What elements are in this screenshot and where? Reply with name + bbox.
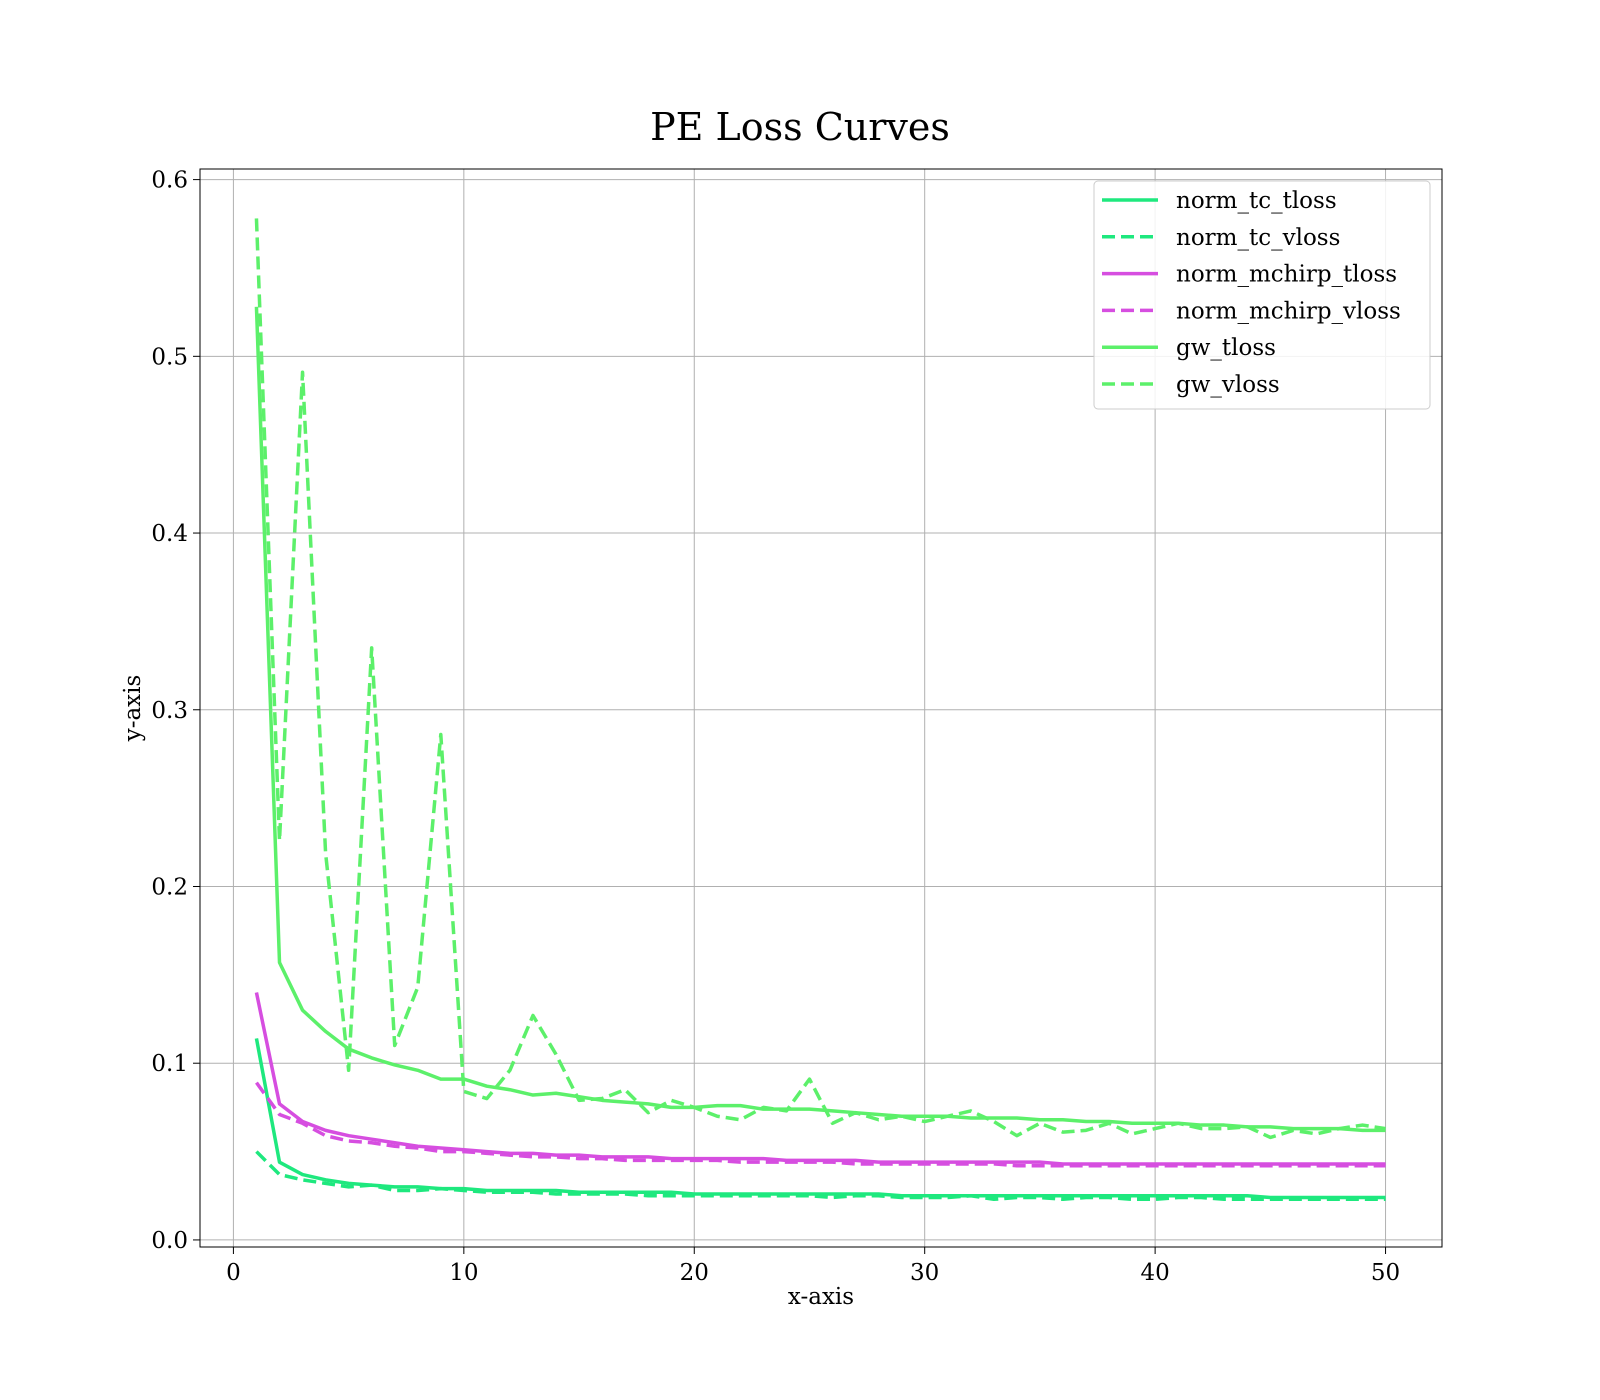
y-tick-label: 0.2 [151, 874, 188, 900]
x-tick-label: 10 [449, 1260, 478, 1286]
y-tick-label: 0.3 [151, 698, 188, 724]
series-line-gw-vloss [254, 218, 1386, 1140]
y-axis-label: y-axis [120, 675, 146, 743]
series-line-gw-tloss [254, 306, 1386, 1133]
x-tick-label: 50 [1371, 1260, 1400, 1286]
axis-ticks: 0 10 20 30 40 50 0.0 0.1 0.2 0.3 0.4 0.5 0.6 [151, 168, 1400, 1286]
x-tick-label: 30 [910, 1260, 939, 1286]
legend: norm_tc_tloss norm_tc_vloss norm_mchirp_tl… [1093, 180, 1431, 410]
legend-label: norm_mchirp_vloss [1176, 298, 1401, 324]
y-tick-label: 0.5 [151, 344, 188, 370]
x-axis-label: x-axis [788, 1284, 854, 1310]
legend-box [1093, 180, 1431, 410]
y-tick-label: 0.1 [151, 1051, 188, 1077]
x-tick-label: 0 [226, 1260, 241, 1286]
x-tick-label: 20 [680, 1260, 709, 1286]
legend-label: norm_tc_vloss [1176, 225, 1340, 251]
legend-label: gw_tloss [1176, 335, 1276, 361]
y-tick-label: 0.6 [151, 168, 188, 194]
series-line-norm-tc-tloss [254, 1038, 1386, 1200]
legend-label: norm_mchirp_tloss [1176, 262, 1397, 288]
plot-frame [199, 168, 1443, 1248]
series-line-norm-mchirp-tloss [254, 992, 1386, 1166]
x-tick-label: 40 [1140, 1260, 1169, 1286]
series-lines [254, 218, 1386, 1202]
series-line-norm-tc-vloss [255, 1150, 1386, 1202]
y-tick-label: 0.0 [151, 1228, 188, 1254]
chart-title: PE Loss Curves [650, 105, 950, 149]
legend-label: gw_vloss [1176, 372, 1280, 398]
y-tick-label: 0.4 [151, 521, 188, 547]
legend-label: norm_tc_tloss [1176, 188, 1337, 214]
series-line-norm-mchirp-vloss [255, 1081, 1386, 1168]
